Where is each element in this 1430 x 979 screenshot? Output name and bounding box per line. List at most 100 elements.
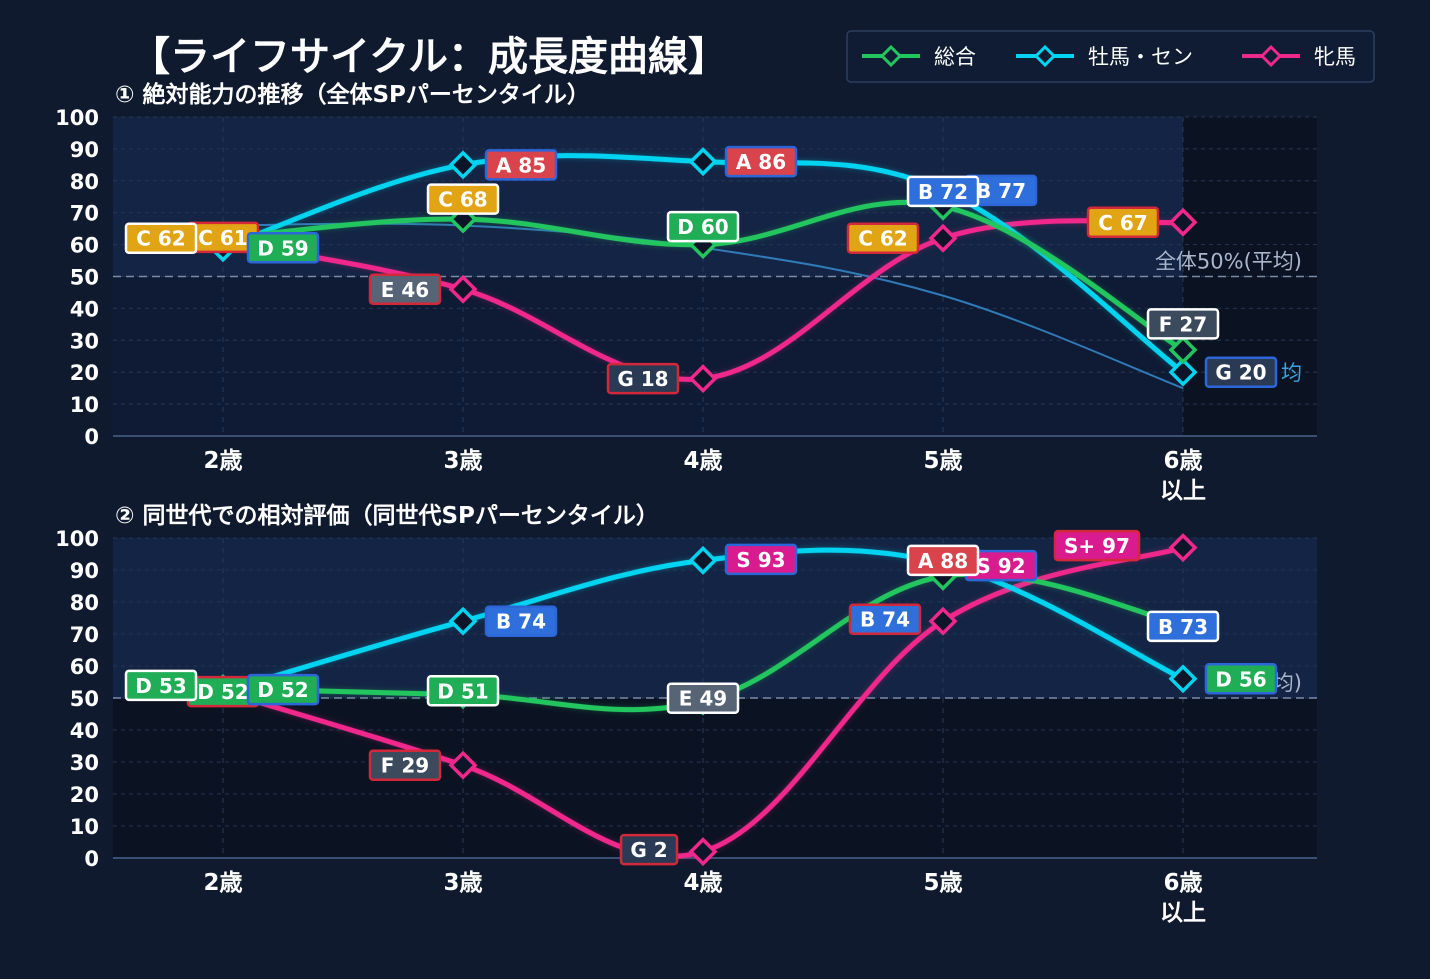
x-tick-label: 6歳 — [1163, 870, 1202, 896]
absolute-ability-panel: 0 10 20 30 40 50 60 70 80 90 100 全体50%(平均) ① 絶対能力の推移… — [55, 81, 1317, 504]
y-tick-label: 70 — [70, 202, 99, 226]
data-label-overall: B 73 — [1146, 610, 1220, 643]
data-label-overall: D 53 — [124, 669, 198, 702]
x-tick-label: 2歳 — [203, 448, 242, 474]
y-tick-label: 100 — [55, 106, 99, 130]
data-label-box — [124, 669, 198, 702]
data-label-text: S 93 — [736, 548, 785, 572]
panel-subtitle: ① 絶対能力の推移（全体SPパーセンタイル） — [115, 81, 590, 108]
y-tick-label: 50 — [70, 266, 99, 290]
data-label-box — [426, 183, 500, 215]
data-label-text: D 53 — [135, 674, 186, 698]
marker-filly — [928, 223, 958, 253]
data-label-box — [246, 232, 320, 264]
data-label-box — [368, 273, 442, 306]
marker-colt — [688, 147, 718, 177]
data-label-box — [848, 603, 922, 635]
legend: 総合 牡馬・セン 牝馬 — [846, 30, 1375, 83]
data-label-text: S 92 — [976, 554, 1025, 578]
data-label-overall: E 49 — [666, 682, 740, 714]
data-label-box — [606, 362, 680, 395]
lower-band — [113, 276, 1183, 436]
marker-overall — [1168, 335, 1198, 365]
data-label-text: A 86 — [736, 150, 786, 174]
data-label-box — [124, 222, 198, 254]
data-label-text: D 56 — [1215, 667, 1266, 691]
data-label-text: C 62 — [858, 227, 907, 251]
data-label-filly: D 52 — [186, 675, 260, 708]
marker-filly — [1168, 533, 1198, 563]
y-tick-label: 100 — [55, 527, 99, 551]
legend-label-colt: 牡馬・セン — [1088, 45, 1193, 69]
data-label-filly: F 29 — [368, 749, 442, 781]
y-tick-label: 30 — [70, 329, 99, 353]
x-tick-label: 4歳 — [683, 870, 722, 896]
x-tick-label: 3歳 — [443, 870, 482, 896]
data-label-overall: D 51 — [426, 675, 500, 707]
data-label-box — [619, 833, 679, 866]
data-label-text: G 2 — [630, 838, 667, 862]
data-label-text: D 51 — [437, 679, 488, 703]
data-label-text: A 88 — [918, 549, 968, 573]
data-label-overall: C 68 — [426, 183, 500, 215]
y-tick-label: 40 — [70, 297, 99, 321]
marker-colt — [448, 150, 478, 180]
marker-colt — [1168, 664, 1198, 694]
x-tick-label: 以上 — [1160, 478, 1206, 504]
data-label-box — [1204, 663, 1278, 695]
reference-partial-label: 均 — [1281, 361, 1302, 385]
data-label-box — [246, 673, 320, 706]
data-label-text: G 20 — [1215, 361, 1266, 385]
data-label-filly: C 62 — [846, 222, 920, 254]
marker-filly — [928, 606, 958, 636]
legend-marker-filly — [1259, 44, 1283, 68]
data-label-box — [666, 210, 740, 243]
data-label-overall: F 27 — [1146, 308, 1220, 340]
y-tick-label: 80 — [70, 170, 99, 194]
data-label-box — [368, 749, 442, 781]
data-label-box — [906, 175, 980, 208]
data-label-overall: D 60 — [666, 210, 740, 243]
legend-box — [846, 30, 1375, 83]
data-label-box — [1146, 610, 1220, 643]
y-tick-label: 40 — [70, 719, 99, 743]
data-label-filly: G 18 — [606, 362, 680, 395]
data-label-text: E 46 — [381, 278, 429, 302]
data-label-colt: B 77 — [964, 174, 1038, 207]
data-label-overall: B 72 — [906, 175, 980, 208]
data-label-text: C 68 — [438, 188, 487, 212]
data-label-text: D 60 — [677, 215, 728, 239]
marker-colt — [1168, 357, 1198, 387]
data-label-text: B 73 — [1158, 615, 1208, 639]
data-label-box — [1204, 356, 1278, 388]
legend-label-filly: 牝馬 — [1314, 45, 1356, 69]
data-label-text: D 52 — [197, 680, 248, 704]
data-label-filly: E 46 — [368, 273, 442, 306]
y-tick-label: 10 — [70, 815, 99, 839]
x-tick-label: 以上 — [1160, 900, 1206, 926]
data-label-text: C 62 — [136, 227, 185, 251]
y-tick-label: 0 — [84, 847, 99, 871]
y-tick-label: 20 — [70, 783, 99, 807]
y-tick-label: 60 — [70, 234, 99, 258]
data-label-text: A 85 — [496, 153, 546, 177]
data-label-colt: A 85 — [484, 149, 558, 181]
x-tick-label: 5歳 — [923, 870, 962, 896]
y-tick-label: 20 — [70, 361, 99, 385]
data-label-filly: G 2 — [619, 833, 679, 866]
x-tick-label: 2歳 — [203, 870, 242, 896]
marker-filly — [688, 837, 718, 867]
upper-band — [113, 538, 1317, 698]
data-label-colt: B 74 — [484, 605, 558, 637]
legend-label-overall: 総合 — [934, 45, 976, 69]
y-tick-label: 80 — [70, 591, 99, 615]
x-tick-label: 5歳 — [923, 448, 962, 474]
data-label-box — [846, 222, 920, 254]
data-label-box — [1146, 308, 1220, 340]
y-tick-label: 10 — [70, 393, 99, 417]
data-label-overall: A 88 — [906, 544, 980, 577]
y-tick-label: 90 — [70, 138, 99, 162]
data-label-overall: C 62 — [124, 222, 198, 254]
data-label-box — [484, 605, 558, 637]
